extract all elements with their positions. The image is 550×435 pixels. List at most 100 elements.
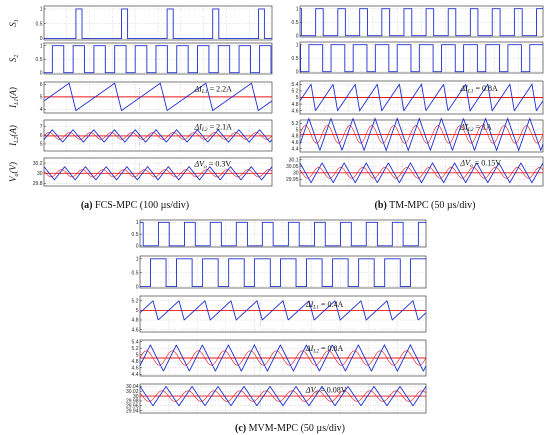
y-tick-label: 30.2 xyxy=(33,161,43,167)
y-tick-label: 6 xyxy=(40,133,43,139)
average-trace xyxy=(43,169,273,178)
delta-annotation: ΔIL1 = 2.2A xyxy=(193,84,232,95)
y-tick-label: 1 xyxy=(40,7,43,13)
y-tick-label: 4 xyxy=(40,107,43,113)
panel-a-il2: 5 6 7 IL2(A) ΔIL2 = 2.1A xyxy=(8,119,273,152)
delta-annotation: ΔVo = 0.08V xyxy=(305,386,347,397)
delta-annotation: ΔIL2 = 1A xyxy=(459,123,492,134)
y-tick-label: 0.5 xyxy=(36,57,43,63)
delta-annotation: ΔVo = 0.3V xyxy=(193,159,231,170)
y-tick-label: 30 xyxy=(293,171,299,177)
caption-a: (a) FCS-MPC (100 µs/div) xyxy=(81,200,189,211)
waveform-trace xyxy=(44,45,272,74)
y-axis-label: S2 xyxy=(8,55,20,63)
y-tick-label: 1 xyxy=(136,256,139,262)
y-tick-label: 1 xyxy=(40,43,43,49)
waveform-trace xyxy=(299,162,544,184)
waveform-trace xyxy=(299,117,544,152)
y-tick-label: 0 xyxy=(40,36,43,42)
y-tick-label: 5 xyxy=(296,95,299,101)
y-tick-label: 0.5 xyxy=(132,270,139,276)
panel-c-s1: 00.51 xyxy=(132,219,427,250)
waveform-trace xyxy=(139,299,427,321)
y-tick-label: 30.02 xyxy=(126,389,139,395)
y-tick-label: 5 xyxy=(136,352,139,358)
panel-a-il1: 4 5 6 IL1(A) ΔIL1 = 2.2A xyxy=(8,81,273,114)
y-tick-label: 4.8 xyxy=(292,134,299,140)
y-tick-label: 4.8 xyxy=(132,318,139,324)
y-tick-label: 1 xyxy=(296,42,299,48)
y-tick-label: 30.05 xyxy=(286,164,299,170)
y-tick-label: 4.6 xyxy=(132,327,139,333)
waveform-trace xyxy=(140,258,426,288)
waveform-trace xyxy=(300,8,543,37)
waveform-trace xyxy=(139,343,427,373)
y-tick-label: 4.4 xyxy=(132,372,139,378)
caption-c: (c) MVM-MPC (50 µs/div) xyxy=(235,423,345,434)
y-tick-label: 5.4 xyxy=(292,82,299,88)
delta-annotation: ΔIL1 = 0.8A xyxy=(459,84,498,95)
y-tick-label: 0.5 xyxy=(132,232,139,238)
y-tick-label: 5 xyxy=(296,127,299,133)
y-tick-label: 30.04 xyxy=(126,384,139,390)
y-tick-label: 0 xyxy=(136,244,139,250)
y-tick-label: 29.96 xyxy=(126,403,139,409)
y-tick-label: 1 xyxy=(296,6,299,12)
delta-annotation: ΔVo = 0.15V xyxy=(459,159,501,170)
panel-c-il1: 4.6 4.8 5 5.2 ΔIL1 = 0.4A xyxy=(132,295,427,333)
waveform-trace xyxy=(140,221,426,247)
waveform-trace xyxy=(299,83,544,112)
panel-c-il2: 4.44.64.855.25.4 ΔIL2 = 0.8A xyxy=(132,339,427,378)
panel-c-s2: 00.51 xyxy=(132,255,427,290)
y-tick-label: 5 xyxy=(40,142,43,148)
panel-a-s2: 0 0.5 1 S2 xyxy=(8,42,273,76)
caption-b: (b) TM-MPC (50 µs/div) xyxy=(375,200,476,211)
y-tick-label: 5 xyxy=(136,308,139,314)
y-tick-label: 0.5 xyxy=(36,21,43,27)
plot-frame xyxy=(139,383,427,414)
waveform-trace xyxy=(43,82,273,112)
y-tick-label: 4.6 xyxy=(292,140,299,146)
waveform-trace xyxy=(300,44,543,73)
delta-annotation: ΔIL1 = 0.4A xyxy=(305,300,344,311)
y-tick-label: 7 xyxy=(40,124,43,130)
panel-b-il1: 4.64.855.25.4 ΔIL1 = 0.8A xyxy=(292,80,544,114)
waveform-trace xyxy=(43,129,273,143)
y-tick-label: 5.4 xyxy=(132,339,139,345)
y-tick-label: 1 xyxy=(136,220,139,226)
panel-a-vo: 29.8 30 30.2 Vo(V) ΔVo = 0.3V xyxy=(8,157,273,187)
delta-annotation: ΔIL2 = 2.1A xyxy=(193,122,232,133)
y-tick-label: 30 xyxy=(133,394,139,400)
average-trace xyxy=(139,350,427,366)
y-tick-label: 5.2 xyxy=(292,89,299,95)
panel-b-s1: 00.51 xyxy=(292,5,544,39)
waveform-trace xyxy=(44,8,272,39)
y-tick-label: 5.2 xyxy=(132,299,139,305)
average-trace xyxy=(139,390,427,402)
y-axis-label: Vo(V) xyxy=(8,162,20,182)
y-tick-label: 5 xyxy=(40,95,43,101)
y-axis-label: IL2(A) xyxy=(8,125,20,147)
y-tick-label: 0 xyxy=(296,69,299,75)
y-tick-label: 4.6 xyxy=(292,108,299,114)
y-tick-label: 29.94 xyxy=(126,408,139,414)
chart-a: 0 0.5 1 S1 0 0.5 1 S2 4 5 6 IL1(A) ΔIL1 = 2.2A 5 6 7 IL2… xyxy=(8,5,273,187)
y-tick-label: 4.8 xyxy=(292,102,299,108)
y-tick-label: 5.2 xyxy=(292,121,299,127)
y-tick-label: 0 xyxy=(136,284,139,290)
average-trace xyxy=(299,167,544,179)
y-tick-label: 0.5 xyxy=(292,56,299,62)
panel-b-s2: 00.51 xyxy=(292,41,544,75)
y-tick-label: 4.4 xyxy=(292,147,299,153)
y-tick-label: 4.6 xyxy=(132,366,139,372)
y-tick-label: 0.5 xyxy=(292,20,299,26)
y-tick-label: 29.98 xyxy=(126,399,139,405)
panel-a-s1: 0 0.5 1 S1 xyxy=(8,5,273,42)
y-tick-label: 29.95 xyxy=(286,177,299,183)
delta-annotation: ΔIL2 = 0.8A xyxy=(305,344,344,355)
average-trace xyxy=(43,132,273,140)
